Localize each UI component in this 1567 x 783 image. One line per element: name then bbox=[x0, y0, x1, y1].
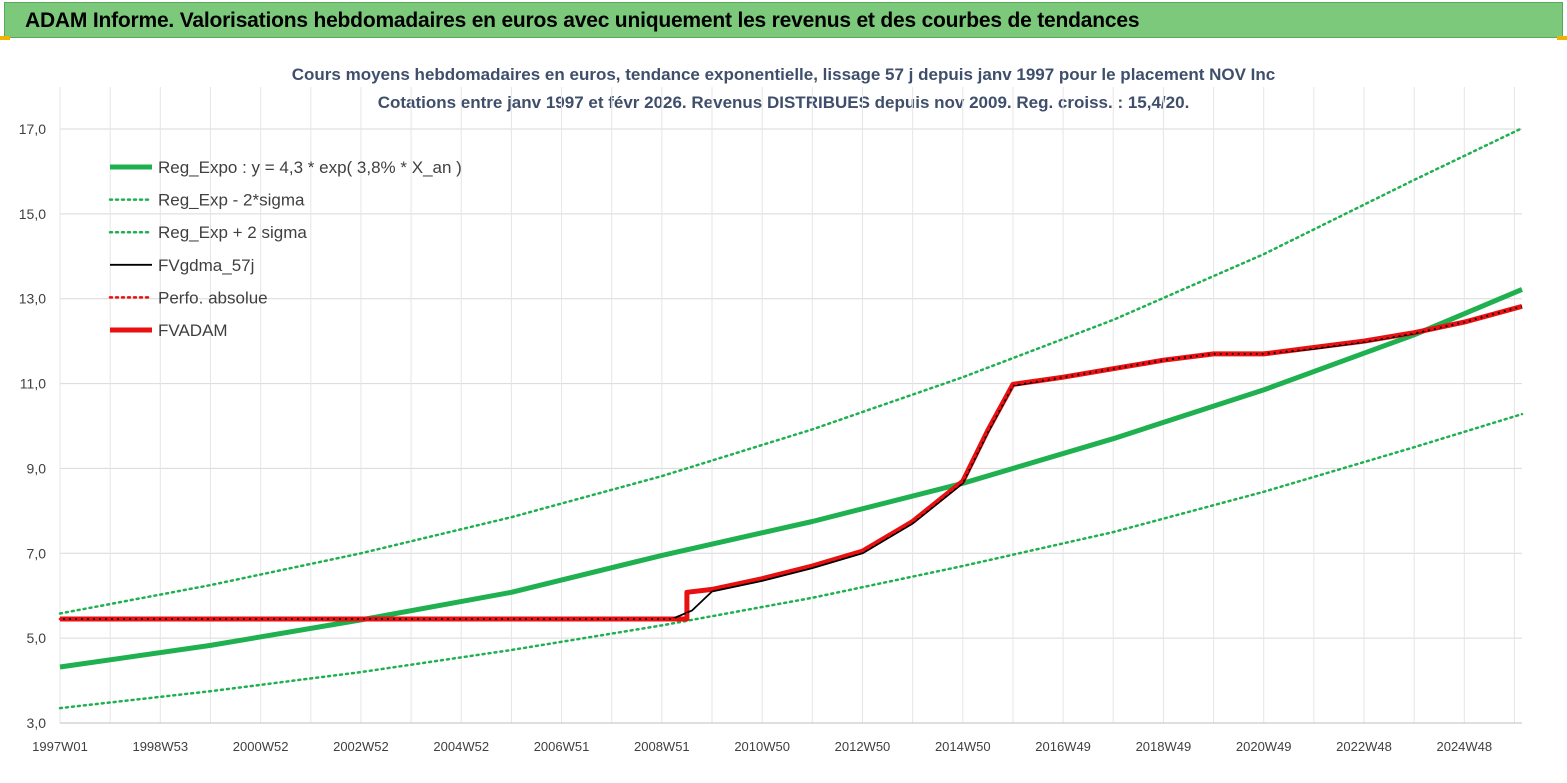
x-tick-label: 2006W51 bbox=[534, 739, 590, 754]
y-tick-label: 13,0 bbox=[19, 291, 46, 307]
x-tick-label: 2012W50 bbox=[835, 739, 891, 754]
x-tick-label: 2022W48 bbox=[1336, 739, 1392, 754]
x-tick-label: 2004W52 bbox=[433, 739, 489, 754]
y-tick-label: 11,0 bbox=[20, 376, 46, 392]
x-tick-label: 1997W01 bbox=[32, 739, 88, 754]
x-tick-label: 1998W53 bbox=[132, 739, 188, 754]
chart-title: Cours moyens hebdomadaires en euros, ten… bbox=[291, 65, 1276, 84]
legend-label: Reg_Exp - 2*sigma bbox=[158, 191, 305, 210]
legend-label: FVADAM bbox=[158, 321, 228, 340]
legend-label: Reg_Expo : y = 4,3 * exp( 3,8% * X_an ) bbox=[158, 158, 462, 177]
series-line-5 bbox=[60, 303, 1523, 622]
chart-area: Cours moyens hebdomadaires en euros, ten… bbox=[0, 40, 1567, 783]
x-tick-label: 2018W49 bbox=[1136, 739, 1192, 754]
legend-label: FVgdma_57j bbox=[158, 256, 254, 275]
y-tick-label: 5,0 bbox=[27, 630, 47, 646]
x-tick-label: 2002W52 bbox=[333, 739, 389, 754]
x-tick-label: 2020W49 bbox=[1236, 739, 1292, 754]
series-line-1 bbox=[58, 412, 1524, 710]
y-tick-label: 3,0 bbox=[27, 715, 47, 731]
series-line-0 bbox=[59, 287, 1523, 670]
series-line-4 bbox=[58, 305, 1524, 621]
corner-marker-left bbox=[0, 36, 10, 40]
x-tick-label: 2010W50 bbox=[734, 739, 790, 754]
header-banner: ADAM Informe. Valorisations hebdomadaire… bbox=[4, 2, 1563, 38]
chart-subtitle: Cotations entre janv 1997 et févr 2026. … bbox=[377, 93, 1190, 112]
corner-marker-right bbox=[1557, 36, 1567, 40]
y-tick-label: 15,0 bbox=[19, 206, 46, 222]
x-tick-label: 2008W51 bbox=[634, 739, 690, 754]
y-tick-label: 17,0 bbox=[19, 121, 46, 137]
legend-label: Perfo. absolue bbox=[158, 288, 268, 307]
series-line-2 bbox=[58, 126, 1524, 615]
legend-label: Reg_Exp + 2 sigma bbox=[158, 223, 307, 242]
x-tick-label: 2000W52 bbox=[233, 739, 289, 754]
y-tick-label: 9,0 bbox=[27, 460, 47, 476]
x-tick-label: 2024W48 bbox=[1436, 739, 1492, 754]
y-tick-label: 7,0 bbox=[27, 545, 47, 561]
page-title: ADAM Informe. Valorisations hebdomadaire… bbox=[25, 9, 1140, 32]
x-tick-label: 2016W49 bbox=[1035, 739, 1091, 754]
x-tick-label: 2014W50 bbox=[935, 739, 991, 754]
